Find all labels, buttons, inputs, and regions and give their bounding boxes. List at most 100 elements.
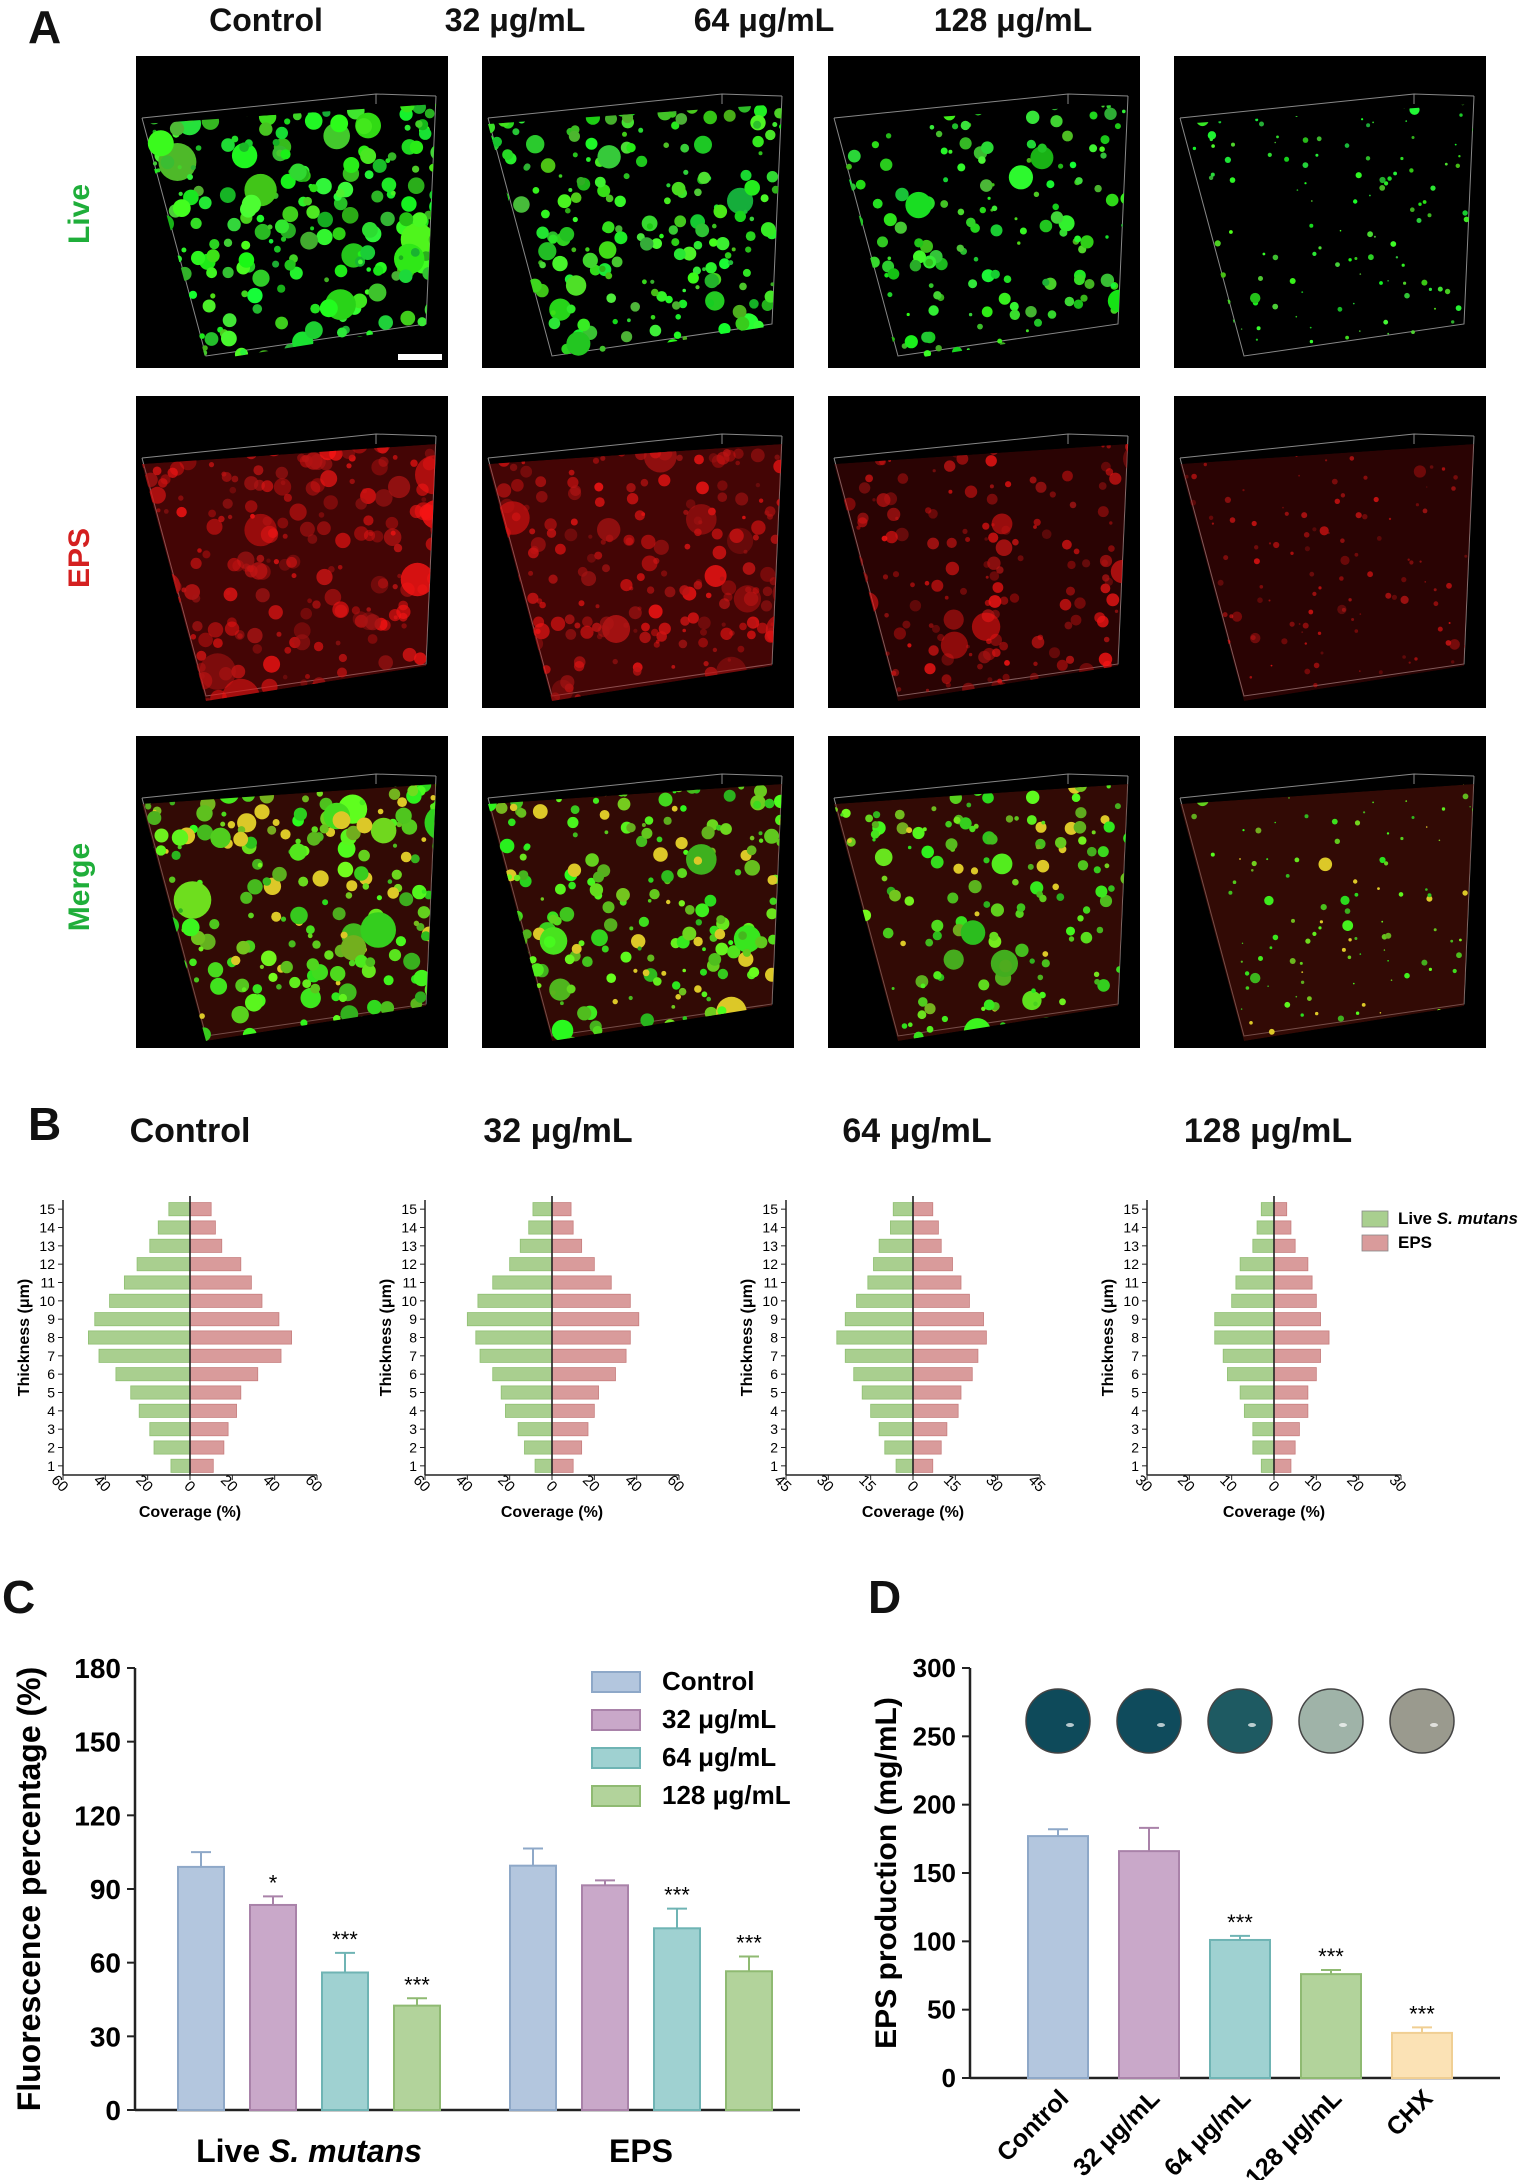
cell xyxy=(991,205,998,212)
cell xyxy=(682,968,686,973)
cell xyxy=(297,453,306,463)
cell xyxy=(859,936,865,942)
cell xyxy=(551,1019,574,1041)
cell xyxy=(864,337,872,345)
cell xyxy=(1269,946,1273,950)
cell xyxy=(901,1023,908,1029)
cell xyxy=(300,607,312,620)
cell xyxy=(626,483,636,493)
cell xyxy=(1450,939,1454,943)
eps-bar xyxy=(551,1257,595,1272)
y-tick-label: 1 xyxy=(1131,1458,1139,1474)
eps-bar xyxy=(551,1238,583,1253)
cell xyxy=(712,647,718,653)
cell xyxy=(136,853,140,861)
cell xyxy=(1093,866,1101,874)
cell xyxy=(434,797,436,810)
cell xyxy=(568,881,576,890)
cell xyxy=(1030,146,1054,170)
cell xyxy=(231,142,258,169)
cell xyxy=(265,444,283,457)
cell xyxy=(622,791,628,797)
y-axis-title: Thickness (μm) xyxy=(1100,1279,1117,1396)
y-tick-label: 3 xyxy=(47,1421,55,1437)
cell xyxy=(687,272,699,284)
cell xyxy=(1225,639,1231,645)
cell xyxy=(280,916,287,922)
cell xyxy=(298,876,309,887)
cell xyxy=(1096,696,1103,701)
cell xyxy=(948,489,953,494)
cell xyxy=(1413,350,1417,354)
cell xyxy=(574,694,582,701)
cell xyxy=(969,825,976,833)
cell xyxy=(1441,807,1446,811)
cell xyxy=(187,673,196,682)
cell xyxy=(1451,660,1455,664)
cell xyxy=(241,987,247,992)
cell xyxy=(507,573,521,587)
cell xyxy=(415,120,423,128)
cell xyxy=(1095,342,1109,355)
cell xyxy=(966,217,976,228)
cell xyxy=(272,866,287,882)
cell xyxy=(1473,323,1474,329)
cell xyxy=(164,325,177,337)
cell xyxy=(973,106,983,116)
cell xyxy=(209,239,220,250)
cell xyxy=(482,225,487,232)
cell xyxy=(1309,571,1315,577)
cell xyxy=(944,460,956,472)
cell xyxy=(1383,949,1386,951)
cell xyxy=(987,196,991,200)
x-tick-label: 32 μg/mL xyxy=(1068,2084,1165,2180)
cell xyxy=(1415,503,1419,507)
cell xyxy=(363,529,376,542)
cell xyxy=(605,112,617,125)
cell xyxy=(882,574,889,580)
cell xyxy=(1001,525,1011,535)
cell xyxy=(145,538,160,552)
cell xyxy=(1109,472,1122,485)
cell xyxy=(604,830,609,835)
cell xyxy=(861,968,871,979)
cell xyxy=(304,112,323,130)
group-italic: S. mutans xyxy=(269,2133,422,2169)
live-bar xyxy=(1252,1422,1275,1437)
cell xyxy=(1064,621,1073,630)
cell xyxy=(895,187,909,202)
cell xyxy=(316,790,323,797)
cell xyxy=(840,540,846,547)
legend-swatch xyxy=(591,1747,641,1769)
cell xyxy=(1344,143,1350,148)
cell xyxy=(768,934,778,945)
cell xyxy=(1377,887,1380,890)
cell xyxy=(983,857,990,864)
cell xyxy=(370,817,397,844)
cell xyxy=(491,136,502,147)
cell xyxy=(1438,839,1441,842)
cell xyxy=(417,317,427,327)
cell xyxy=(847,652,859,663)
cell xyxy=(387,152,397,161)
cell xyxy=(524,163,531,170)
y-tick-label: 8 xyxy=(1131,1330,1139,1346)
cell xyxy=(198,196,212,210)
cell xyxy=(744,180,760,196)
cell xyxy=(268,239,274,244)
cell xyxy=(1190,499,1196,506)
cell xyxy=(201,112,220,130)
cell xyxy=(438,956,445,963)
y-tick-label: 12 xyxy=(1123,1256,1139,1272)
cell xyxy=(704,1015,718,1029)
cell xyxy=(1445,640,1452,646)
cell xyxy=(354,614,368,628)
cell xyxy=(206,267,217,279)
cell xyxy=(1046,690,1051,695)
cell xyxy=(928,283,934,288)
cell xyxy=(1304,182,1307,185)
cell xyxy=(1448,622,1451,624)
cell xyxy=(1411,816,1415,819)
cell xyxy=(373,265,384,276)
cell xyxy=(1410,1030,1415,1035)
